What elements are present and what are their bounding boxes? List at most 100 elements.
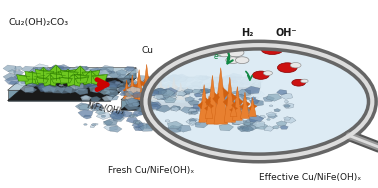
Polygon shape (8, 78, 136, 101)
Polygon shape (214, 92, 220, 102)
Polygon shape (124, 103, 138, 110)
Polygon shape (51, 77, 64, 83)
Polygon shape (167, 74, 181, 82)
Polygon shape (163, 79, 169, 82)
Polygon shape (163, 82, 175, 88)
Polygon shape (188, 100, 199, 105)
Polygon shape (142, 87, 154, 93)
Polygon shape (47, 79, 54, 82)
Polygon shape (135, 121, 140, 124)
Polygon shape (85, 82, 90, 84)
Polygon shape (203, 89, 210, 92)
Polygon shape (3, 65, 16, 72)
Polygon shape (60, 70, 78, 78)
Polygon shape (129, 82, 140, 88)
Polygon shape (116, 70, 127, 75)
Polygon shape (197, 75, 208, 81)
Polygon shape (32, 74, 46, 80)
Polygon shape (34, 67, 53, 83)
Polygon shape (79, 72, 83, 74)
Polygon shape (66, 68, 75, 72)
Polygon shape (254, 104, 257, 108)
Polygon shape (132, 102, 140, 106)
Polygon shape (181, 89, 184, 92)
Polygon shape (266, 94, 282, 101)
Polygon shape (133, 83, 136, 88)
Polygon shape (175, 78, 188, 85)
Polygon shape (150, 73, 158, 100)
Polygon shape (240, 92, 249, 118)
Polygon shape (42, 85, 56, 92)
Polygon shape (125, 96, 134, 100)
Polygon shape (94, 72, 109, 79)
Polygon shape (157, 79, 164, 99)
Polygon shape (35, 70, 54, 78)
Polygon shape (174, 74, 189, 81)
Polygon shape (151, 102, 161, 107)
Polygon shape (226, 94, 242, 102)
Polygon shape (157, 85, 172, 92)
Polygon shape (131, 92, 144, 98)
Polygon shape (231, 102, 236, 108)
Text: e⁻: e⁻ (213, 52, 222, 61)
Polygon shape (207, 88, 219, 94)
Polygon shape (259, 115, 266, 118)
Polygon shape (205, 97, 211, 107)
Polygon shape (159, 98, 165, 101)
Polygon shape (56, 70, 69, 76)
Polygon shape (129, 82, 136, 85)
Polygon shape (153, 77, 166, 83)
Polygon shape (123, 91, 134, 97)
Polygon shape (64, 86, 78, 93)
Polygon shape (149, 77, 160, 82)
Polygon shape (126, 68, 138, 74)
Polygon shape (113, 116, 124, 122)
Polygon shape (118, 110, 132, 117)
Circle shape (146, 45, 372, 158)
Polygon shape (178, 92, 187, 96)
Polygon shape (210, 116, 214, 118)
Polygon shape (129, 75, 136, 99)
Polygon shape (246, 101, 250, 107)
Polygon shape (14, 74, 24, 79)
Polygon shape (280, 125, 288, 129)
Polygon shape (165, 85, 171, 100)
Circle shape (292, 79, 305, 86)
Polygon shape (169, 90, 172, 93)
Polygon shape (150, 85, 153, 90)
Text: Effective Cu/NiFe(OH)ₓ: Effective Cu/NiFe(OH)ₓ (259, 173, 361, 182)
Polygon shape (189, 118, 197, 122)
Polygon shape (78, 104, 91, 110)
Polygon shape (25, 71, 42, 79)
Polygon shape (73, 66, 83, 71)
Polygon shape (185, 97, 195, 102)
Polygon shape (146, 111, 152, 114)
Polygon shape (193, 75, 203, 80)
Polygon shape (124, 91, 127, 92)
Polygon shape (132, 122, 144, 128)
Polygon shape (245, 86, 260, 94)
Circle shape (235, 57, 249, 64)
Polygon shape (154, 83, 160, 98)
Polygon shape (81, 95, 90, 99)
Polygon shape (119, 83, 123, 85)
Polygon shape (53, 69, 60, 73)
Polygon shape (167, 121, 183, 129)
Polygon shape (206, 112, 213, 115)
Polygon shape (243, 126, 254, 132)
Polygon shape (116, 87, 127, 92)
Polygon shape (92, 103, 102, 108)
Polygon shape (26, 81, 38, 87)
Polygon shape (40, 75, 55, 83)
Polygon shape (243, 122, 251, 126)
Polygon shape (285, 101, 288, 102)
Polygon shape (211, 77, 225, 84)
Polygon shape (163, 94, 178, 101)
Polygon shape (208, 114, 214, 118)
Polygon shape (82, 70, 100, 78)
Polygon shape (164, 91, 167, 94)
Polygon shape (218, 79, 232, 86)
Polygon shape (126, 117, 138, 123)
Polygon shape (184, 93, 186, 96)
Polygon shape (164, 97, 176, 103)
